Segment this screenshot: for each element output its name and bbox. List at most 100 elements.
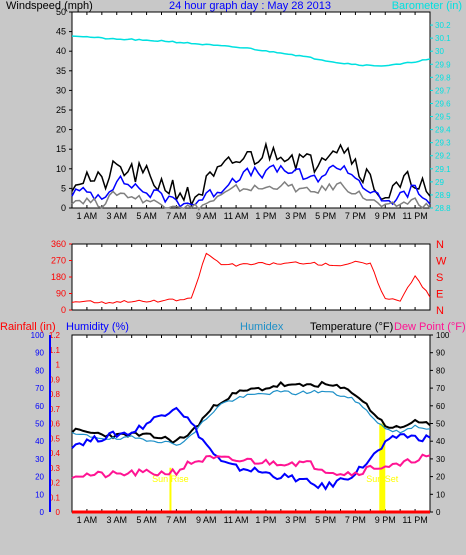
x-tick-label: 5 PM [315, 211, 336, 221]
x-tick-label: 1 PM [255, 211, 276, 221]
compass-label: S [436, 272, 443, 284]
y2-tick-label: 29.5 [435, 113, 451, 122]
temperature-tick-label: 50 [436, 420, 445, 429]
rain-tick-label: 0.4 [49, 449, 61, 458]
humidity-tick-label: 80 [35, 366, 44, 375]
x-tick-label: 3 AM [106, 211, 127, 221]
humidity-tick-label: 30 [35, 455, 44, 464]
rainfall-axis-title: Rainfall (in) [0, 321, 56, 333]
x-tick-label: 9 PM [375, 211, 396, 221]
x-tick-label: 1 AM [77, 515, 98, 525]
temperature-panel [71, 334, 431, 513]
x-tick-label: 11 PM [402, 211, 427, 221]
wind-gust-line [71, 141, 431, 208]
x-tick-label: 9 AM [196, 515, 217, 525]
humidity-tick-label: 0 [40, 508, 45, 517]
barometer-axis-title: Barometer (in) [392, 0, 462, 12]
humidity-tick-label: 70 [35, 384, 44, 393]
humidity-tick-label: 50 [35, 420, 44, 429]
direction-tick-label: 180 [51, 272, 66, 282]
temperature-tick-label: 80 [436, 366, 445, 375]
humidity-tick-label: 90 [35, 349, 44, 358]
y2-tick-label: 29.4 [435, 126, 451, 135]
y2-tick-label: 28.9 [435, 191, 451, 200]
chart-title: 24 hour graph day : May 28 2013 [169, 0, 331, 12]
humidity-tick-label: 10 [35, 490, 44, 499]
x-tick-label: 5 AM [136, 515, 157, 525]
sun-marker [169, 467, 172, 512]
x-tick-label: 11 AM [224, 211, 249, 221]
x-tick-label: 3 PM [285, 515, 306, 525]
rain-tick-label: 1 [56, 361, 61, 370]
wind-direction-line [71, 252, 431, 305]
rain-tick-label: 0 [56, 508, 61, 517]
rain-tick-label: 0.1 [49, 493, 61, 502]
temperature-tick-label: 20 [436, 473, 445, 482]
humidity-tick-label: 60 [35, 402, 44, 411]
y-tick-label: 30 [56, 85, 66, 95]
humidity-axis-title: Humidity (%) [66, 321, 129, 333]
humidity-tick-label: 20 [35, 473, 44, 482]
y2-tick-label: 29.8 [435, 73, 451, 82]
direction-tick-label: 360 [51, 239, 66, 249]
y-tick-label: 45 [56, 27, 66, 37]
temperature-tick-label: 100 [436, 331, 450, 340]
temperature-legend: Temperature (°F) [310, 321, 393, 333]
temperature-tick-label: 70 [436, 384, 445, 393]
temperature-tick-label: 40 [436, 437, 445, 446]
rain-tick-label: 0.6 [49, 420, 61, 429]
compass-label: E [436, 289, 443, 301]
wind-panel [71, 11, 431, 209]
humidity-tick-label: 40 [35, 437, 44, 446]
temperature-tick-label: 60 [436, 402, 445, 411]
x-tick-label: 1 AM [77, 211, 98, 221]
barometer-line [71, 35, 431, 67]
y2-tick-label: 30 [435, 47, 444, 56]
y-tick-label: 0 [61, 203, 66, 213]
x-tick-label: 3 AM [106, 515, 127, 525]
y-tick-label: 10 [56, 164, 66, 174]
x-tick-label: 3 PM [285, 211, 306, 221]
rain-tick-label: 1.2 [49, 331, 61, 340]
compass-label: N [436, 239, 444, 251]
y-tick-label: 40 [56, 46, 66, 56]
y2-tick-label: 30.1 [435, 34, 451, 43]
temperature-tick-label: 0 [436, 508, 441, 517]
compass-label: N [436, 305, 444, 317]
rain-tick-label: 0.2 [49, 479, 61, 488]
rain-tick-label: 0.8 [49, 390, 61, 399]
humidity-line [71, 406, 431, 491]
x-tick-label: 9 PM [375, 515, 396, 525]
sun-label: Sun Set [366, 474, 399, 484]
x-tick-label: 11 AM [224, 515, 249, 525]
humidex-legend: Humidex [240, 321, 284, 333]
sun-label: Sun Rise [152, 474, 189, 484]
direction-tick-label: 270 [51, 256, 66, 266]
compass-label: W [436, 256, 447, 268]
y-tick-label: 50 [56, 7, 66, 17]
y2-tick-label: 29.9 [435, 60, 451, 69]
rain-tick-label: 0.9 [49, 375, 61, 384]
direction-tick-label: 90 [56, 289, 66, 299]
wind-low-line [71, 180, 431, 211]
x-tick-label: 7 AM [166, 211, 187, 221]
y2-tick-label: 28.8 [435, 204, 451, 213]
humidity-tick-label: 100 [31, 331, 45, 340]
dew-point-line [71, 453, 431, 479]
x-tick-label: 1 PM [255, 515, 276, 525]
y2-tick-label: 29.1 [435, 165, 451, 174]
temperature-tick-label: 90 [436, 349, 445, 358]
dew-point-legend: Dew Point (°F) [394, 321, 466, 333]
y-tick-label: 20 [56, 125, 66, 135]
rain-tick-label: 0.7 [49, 405, 61, 414]
x-tick-label: 7 PM [345, 211, 366, 221]
y2-tick-label: 29 [435, 178, 444, 187]
x-tick-label: 11 PM [402, 515, 427, 525]
x-tick-label: 9 AM [196, 211, 217, 221]
y-tick-label: 15 [56, 144, 66, 154]
x-tick-label: 7 AM [166, 515, 187, 525]
x-tick-label: 7 PM [345, 515, 366, 525]
temperature-tick-label: 30 [436, 455, 445, 464]
y2-tick-label: 29.3 [435, 139, 451, 148]
